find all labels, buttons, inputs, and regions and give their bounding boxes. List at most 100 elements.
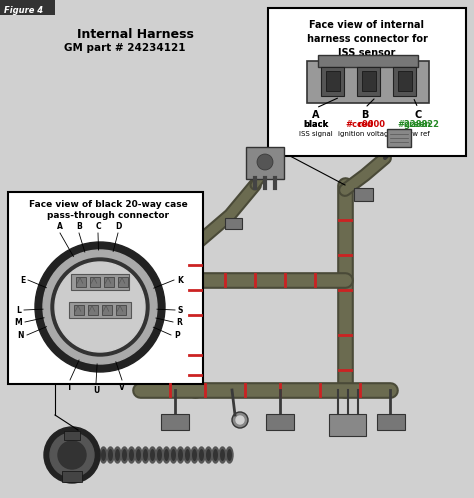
Ellipse shape [163,447,170,463]
Ellipse shape [100,447,107,463]
FancyBboxPatch shape [104,277,114,287]
Ellipse shape [149,447,156,463]
Ellipse shape [128,447,135,463]
FancyBboxPatch shape [318,55,418,67]
Text: U: U [93,386,99,395]
FancyBboxPatch shape [0,0,55,15]
Text: L: L [16,305,21,315]
Text: #cc0000: #cc0000 [345,120,385,129]
Ellipse shape [205,447,212,463]
Ellipse shape [199,449,204,461]
Text: A: A [312,110,320,120]
Ellipse shape [220,449,225,461]
FancyBboxPatch shape [118,277,128,287]
Circle shape [236,416,244,424]
Ellipse shape [115,449,120,461]
Text: #228822: #228822 [397,120,439,129]
Ellipse shape [184,447,191,463]
FancyBboxPatch shape [355,188,374,201]
FancyBboxPatch shape [102,305,112,315]
Text: B: B [76,222,82,231]
Ellipse shape [177,447,184,463]
Text: P: P [174,331,180,340]
Text: A: A [57,222,63,231]
Ellipse shape [226,447,233,463]
Ellipse shape [198,447,205,463]
Ellipse shape [191,447,198,463]
FancyBboxPatch shape [393,67,417,96]
FancyBboxPatch shape [246,147,284,179]
FancyBboxPatch shape [71,274,129,290]
Text: K: K [177,275,183,284]
Circle shape [257,154,273,170]
Text: black: black [303,120,328,129]
FancyBboxPatch shape [226,218,243,229]
FancyBboxPatch shape [62,471,82,482]
Ellipse shape [108,449,113,461]
Ellipse shape [213,449,218,461]
FancyBboxPatch shape [326,71,340,91]
FancyBboxPatch shape [8,192,203,384]
Ellipse shape [150,449,155,461]
Ellipse shape [178,449,183,461]
Text: B: B [361,110,369,120]
Ellipse shape [136,449,141,461]
Ellipse shape [142,447,149,463]
Ellipse shape [227,449,232,461]
FancyBboxPatch shape [329,414,366,436]
FancyBboxPatch shape [357,67,381,96]
Ellipse shape [114,447,121,463]
Text: red: red [357,120,373,129]
Ellipse shape [143,449,148,461]
Text: N: N [18,331,24,340]
Text: pass-through connector: pass-through connector [47,211,169,220]
Text: low ref: low ref [406,131,430,137]
FancyBboxPatch shape [116,305,126,315]
Text: V: V [119,383,125,392]
Text: D: D [115,222,121,231]
Text: GM part # 24234121: GM part # 24234121 [64,43,186,53]
Ellipse shape [206,449,211,461]
FancyBboxPatch shape [268,8,466,156]
Text: C: C [414,110,422,120]
Text: Face view of internal
harness connector for
ISS sensor: Face view of internal harness connector … [307,20,428,58]
FancyBboxPatch shape [76,277,86,287]
Text: ignition voltage: ignition voltage [337,131,392,137]
Circle shape [50,433,94,477]
Ellipse shape [192,449,197,461]
Ellipse shape [212,447,219,463]
FancyBboxPatch shape [362,71,376,91]
Text: Figure 4: Figure 4 [4,5,43,14]
Ellipse shape [129,449,134,461]
Circle shape [55,262,145,352]
FancyBboxPatch shape [64,430,81,440]
Text: green: green [404,120,432,129]
Ellipse shape [121,447,128,463]
FancyBboxPatch shape [387,129,411,147]
FancyBboxPatch shape [69,302,131,318]
Ellipse shape [170,447,177,463]
Ellipse shape [135,447,142,463]
Text: Face view of black 20-way case: Face view of black 20-way case [28,200,187,209]
Circle shape [232,412,248,428]
FancyBboxPatch shape [321,67,345,96]
Text: R: R [176,318,182,327]
FancyBboxPatch shape [307,61,429,103]
Text: C: C [95,222,101,231]
Text: M: M [14,318,22,327]
Text: E: E [20,275,25,284]
Text: black: black [303,120,328,129]
Circle shape [43,250,157,364]
FancyBboxPatch shape [377,414,405,430]
FancyBboxPatch shape [161,414,189,430]
FancyBboxPatch shape [266,414,294,430]
Text: S: S [178,305,183,315]
Ellipse shape [185,449,190,461]
Ellipse shape [107,447,114,463]
Ellipse shape [157,449,162,461]
Circle shape [58,441,86,469]
Ellipse shape [122,449,127,461]
Ellipse shape [164,449,169,461]
FancyBboxPatch shape [88,305,98,315]
Circle shape [35,242,165,372]
